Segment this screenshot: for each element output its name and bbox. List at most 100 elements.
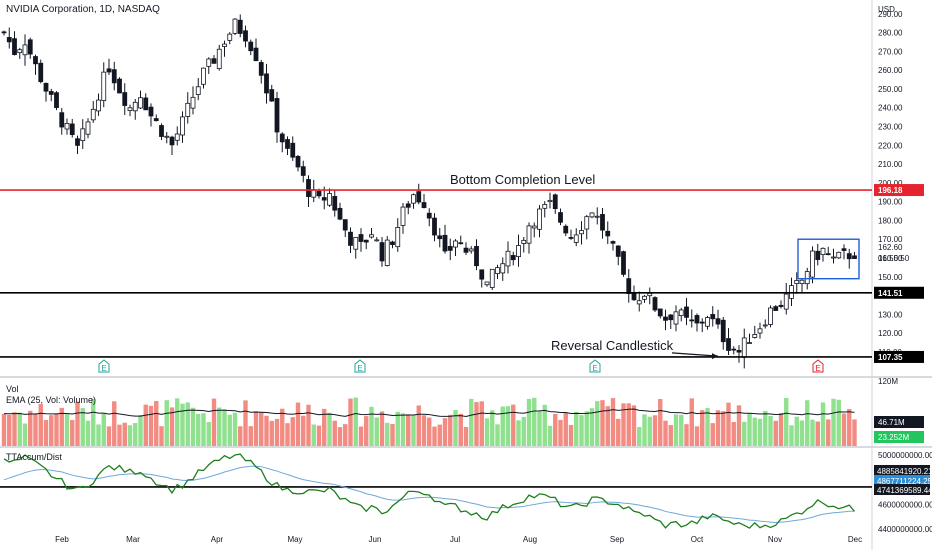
volume-bar-up [805,400,810,446]
candle-up [180,116,185,136]
volume-bar-up [127,425,133,446]
volume-bar-down [463,426,469,446]
volume-bar-up [400,413,406,446]
volume-bar-up [784,398,789,446]
candle-down [321,197,327,201]
candle-down [379,242,385,262]
price-tick-label: 150.00 [878,273,903,282]
candle-down [458,242,464,245]
candle-up [594,215,600,218]
candle-down [59,112,65,128]
candle-down [169,136,175,146]
candle-up [138,97,143,109]
candle-up [589,212,595,218]
candle-down [421,202,427,209]
volume-bar-up [217,407,222,446]
price-tick-label: 200.00 [878,179,903,188]
candle-up [642,295,647,300]
month-tick-label: Dec [848,535,862,544]
candle-up [17,49,23,54]
candle-down [342,219,348,231]
volume-bar-down [358,426,364,446]
candle-up [411,194,416,204]
volume-bar-down [826,419,831,446]
volume-bar-up [820,402,826,446]
candle-down [778,304,784,307]
candle-down [825,253,831,256]
candle-down [264,73,269,94]
candle-down [243,30,248,42]
accum-value-label: 4885841920.21 [877,467,932,476]
level-price-label: 141.51 [878,289,903,298]
candle-down [1,31,7,34]
volume-bar-down [301,415,306,446]
candle-down [657,308,663,317]
volume-bar-up [222,409,227,446]
candle-up [531,225,537,229]
volume-bar-up [411,414,416,446]
candle-up [768,307,773,325]
accum-signal-line [3,465,855,523]
volume-bar-down [852,419,857,446]
month-tick-label: Oct [691,535,704,544]
volume-bar-down [437,424,442,446]
month-tick-label: Nov [768,535,782,544]
candle-down [75,138,80,146]
volume-bar-up [747,413,752,446]
candle-up [752,334,758,338]
volume-bar-up [752,417,757,446]
volume-bar-down [38,404,43,446]
candle-up [526,225,532,244]
volume-bar-down [379,411,385,446]
volume-bar-down [710,423,715,446]
candle-up [516,245,521,258]
volume-bar-up [547,425,553,446]
candle-down [153,118,159,122]
price-tick-label: 190.00 [878,198,903,207]
volume-bar-up [164,400,169,446]
volume-bar-up [679,414,684,446]
volume-bar-down [290,417,295,446]
candle-down [432,217,437,236]
volume-bar-down [211,398,217,446]
volume-bar-down [243,400,248,446]
candle-down [694,315,700,324]
volume-bar-up [395,411,400,446]
volume-bar-down [316,425,322,446]
volume-bar-down [427,417,432,446]
volume-bar-down [143,404,148,446]
candle-down [668,314,674,321]
volume-bar-down [364,416,369,446]
volume-bar-up [85,420,91,446]
earnings-marker-icon [98,359,110,373]
volume-bar-down [390,424,395,446]
candle-up [747,342,752,344]
candle-up [573,234,579,243]
price-tick-label: 160.00 [878,254,903,263]
price-tick-label: 210.00 [878,160,903,169]
candle-up [495,267,500,275]
volume-bar-down [726,402,731,446]
currency-label: USD [878,5,895,14]
candle-up [216,48,222,70]
candle-up [132,101,138,112]
candle-down [689,319,695,322]
candle-down [248,41,254,52]
volume-bar-down [269,420,274,446]
candle-down [159,125,164,137]
volume-bar-down [28,410,33,446]
vol-value-label: 23.252M [878,433,909,442]
candle-up [96,99,101,112]
candle-up [64,123,70,130]
candle-down [600,214,605,231]
volume-bar-down [694,426,700,446]
volume-bar-down [736,405,742,446]
month-tick-label: Jul [450,535,460,544]
month-tick-label: Jun [369,535,382,544]
vol-value-tag [874,431,924,443]
volume-bar-up [532,397,537,446]
volume-bar-down [285,423,290,446]
volume-bar-down [689,398,694,446]
candle-up [201,67,206,85]
